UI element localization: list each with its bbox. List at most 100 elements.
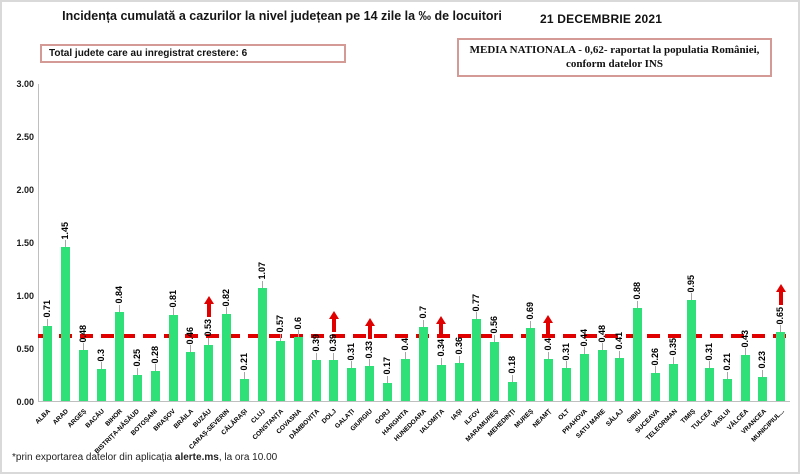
bar-value-label: 0.17 bbox=[382, 357, 393, 375]
bar-value-label: 0.43 bbox=[739, 329, 750, 348]
growth-counties-text: Total judete care au inregistrat crester… bbox=[49, 48, 248, 59]
bar-group-suceava: 0.26 bbox=[647, 84, 665, 401]
bar-value-label: 0.6 bbox=[292, 316, 303, 330]
label-leader-line bbox=[136, 367, 138, 375]
label-leader-line bbox=[726, 371, 728, 379]
label-leader-line bbox=[208, 337, 210, 345]
bar-group-bihor: 0.84 bbox=[111, 84, 129, 401]
label-leader-line bbox=[476, 312, 478, 320]
bar-value-label: 0.81 bbox=[167, 289, 178, 308]
increase-arrow-icon bbox=[203, 296, 214, 318]
bar-neamt bbox=[543, 358, 553, 401]
label-leader-line bbox=[655, 366, 657, 374]
bar-value-label: 0.44 bbox=[578, 328, 589, 347]
source-note-prefix: *prin exportarea datelor din aplicația bbox=[12, 452, 175, 463]
national-average-line2: conform datelor INS bbox=[566, 58, 663, 71]
bar-value-label: 1.45 bbox=[60, 221, 71, 240]
bar-group-sibiu: 0.88 bbox=[629, 84, 647, 401]
label-leader-line bbox=[297, 330, 299, 338]
label-leader-line bbox=[101, 362, 103, 370]
label-leader-line bbox=[458, 355, 460, 363]
label-leader-line bbox=[226, 307, 228, 315]
bar-timis bbox=[686, 300, 696, 401]
y-axis-tick: 1.50 bbox=[16, 238, 34, 248]
label-leader-line bbox=[780, 325, 782, 333]
plot-area: 0.71 1.45 0.48 0.3 0.84 0.25 0.28 0.81 0.46 0.53 0… bbox=[38, 84, 790, 402]
bar-constant-a bbox=[275, 340, 285, 401]
bar-suceava bbox=[651, 373, 661, 401]
bar-group-constant-a: 0.57 bbox=[271, 84, 289, 401]
bar-value-label: 0.36 bbox=[453, 337, 464, 355]
label-leader-line bbox=[440, 357, 442, 365]
bar-group-neamt: 0.4 bbox=[540, 84, 558, 401]
bar-value-label: 0.31 bbox=[560, 342, 571, 361]
bar-group-ilfov: 0.77 bbox=[468, 84, 486, 401]
bar-buza-u bbox=[204, 344, 214, 401]
bar-value-label: 0.21 bbox=[721, 353, 732, 371]
bar-value-label: 0.57 bbox=[274, 315, 285, 333]
label-leader-line bbox=[601, 343, 603, 351]
bar-gorj bbox=[383, 382, 393, 401]
bar-group-bra-ila: 0.46 bbox=[182, 84, 200, 401]
bar-group-arad: 1.45 bbox=[57, 84, 75, 401]
label-leader-line bbox=[190, 345, 192, 353]
bar-cluj bbox=[257, 287, 267, 401]
label-leader-line bbox=[673, 356, 675, 364]
y-axis-tick: 1.00 bbox=[16, 291, 34, 301]
bar-value-label: 0.4 bbox=[542, 338, 553, 351]
national-average-line1: MEDIA NATIONALA - 0,62- raportat la popu… bbox=[469, 44, 760, 56]
bar-group-bistrit-a-na-sa-ud: 0.25 bbox=[128, 84, 146, 401]
label-leader-line bbox=[261, 280, 263, 288]
bar-value-label: 0.48 bbox=[78, 324, 89, 343]
bar-group-covasna: 0.6 bbox=[289, 84, 307, 401]
bar-value-label: 0.69 bbox=[525, 302, 536, 320]
bar-bra-ila bbox=[186, 352, 196, 401]
label-leader-line bbox=[369, 359, 371, 367]
bar-caras-severin bbox=[222, 314, 232, 401]
label-leader-line bbox=[65, 240, 67, 248]
label-leader-line bbox=[565, 361, 567, 369]
bar-group-prahova: 0.44 bbox=[575, 84, 593, 401]
bar-value-label: 1.07 bbox=[256, 262, 267, 280]
bar-group-vaslui: 0.21 bbox=[718, 84, 736, 401]
bar-bras-ov bbox=[168, 315, 178, 401]
bar-ias-i bbox=[454, 362, 464, 401]
bar-group-maramures: 0.56 bbox=[486, 84, 504, 401]
bar-value-label: 0.25 bbox=[131, 348, 142, 367]
bar-value-label: 0.35 bbox=[668, 338, 679, 356]
bar-value-label: 0.95 bbox=[685, 274, 696, 293]
bar-group-olt: 0.31 bbox=[557, 84, 575, 401]
bar-bihor bbox=[114, 311, 124, 401]
bar-satu-mare bbox=[597, 350, 607, 401]
label-leader-line bbox=[47, 318, 49, 326]
bar-group-timis: 0.95 bbox=[683, 84, 701, 401]
bar-value-label: 0.7 bbox=[417, 306, 428, 319]
bar-arges bbox=[79, 350, 89, 401]
label-leader-line bbox=[512, 374, 514, 382]
bar-value-label: 0.39 bbox=[310, 334, 321, 352]
increase-arrow-icon bbox=[543, 315, 554, 337]
label-leader-line bbox=[315, 352, 317, 360]
bar-botos-ani bbox=[150, 371, 160, 401]
bar-group-cluj: 1.07 bbox=[254, 84, 272, 401]
label-leader-line bbox=[118, 304, 120, 312]
bar-sa-laj bbox=[615, 357, 625, 401]
bar-municipiul bbox=[776, 332, 786, 401]
source-note-app: alerte.ms bbox=[174, 452, 219, 463]
bar-va-lcea bbox=[740, 355, 750, 401]
label-leader-line bbox=[708, 361, 710, 369]
report-date: 21 DECEMBRIE 2021 bbox=[540, 12, 663, 26]
bar-mehedint-i bbox=[508, 381, 518, 401]
bar-value-label: 0.31 bbox=[703, 342, 714, 361]
bar-sibiu bbox=[633, 307, 643, 401]
bar-value-label: 0.26 bbox=[650, 347, 661, 366]
bar-value-label: 0.77 bbox=[471, 293, 482, 312]
bar-value-label: 0.41 bbox=[614, 332, 625, 350]
bar-value-label: 0.18 bbox=[507, 356, 518, 374]
bar-group-gorj: 0.17 bbox=[379, 84, 397, 401]
bar-hunedoara bbox=[418, 326, 428, 401]
bar-dolj bbox=[329, 359, 339, 401]
bar-group-da-mbovit-a: 0.39 bbox=[307, 84, 325, 401]
label-leader-line bbox=[494, 334, 496, 342]
